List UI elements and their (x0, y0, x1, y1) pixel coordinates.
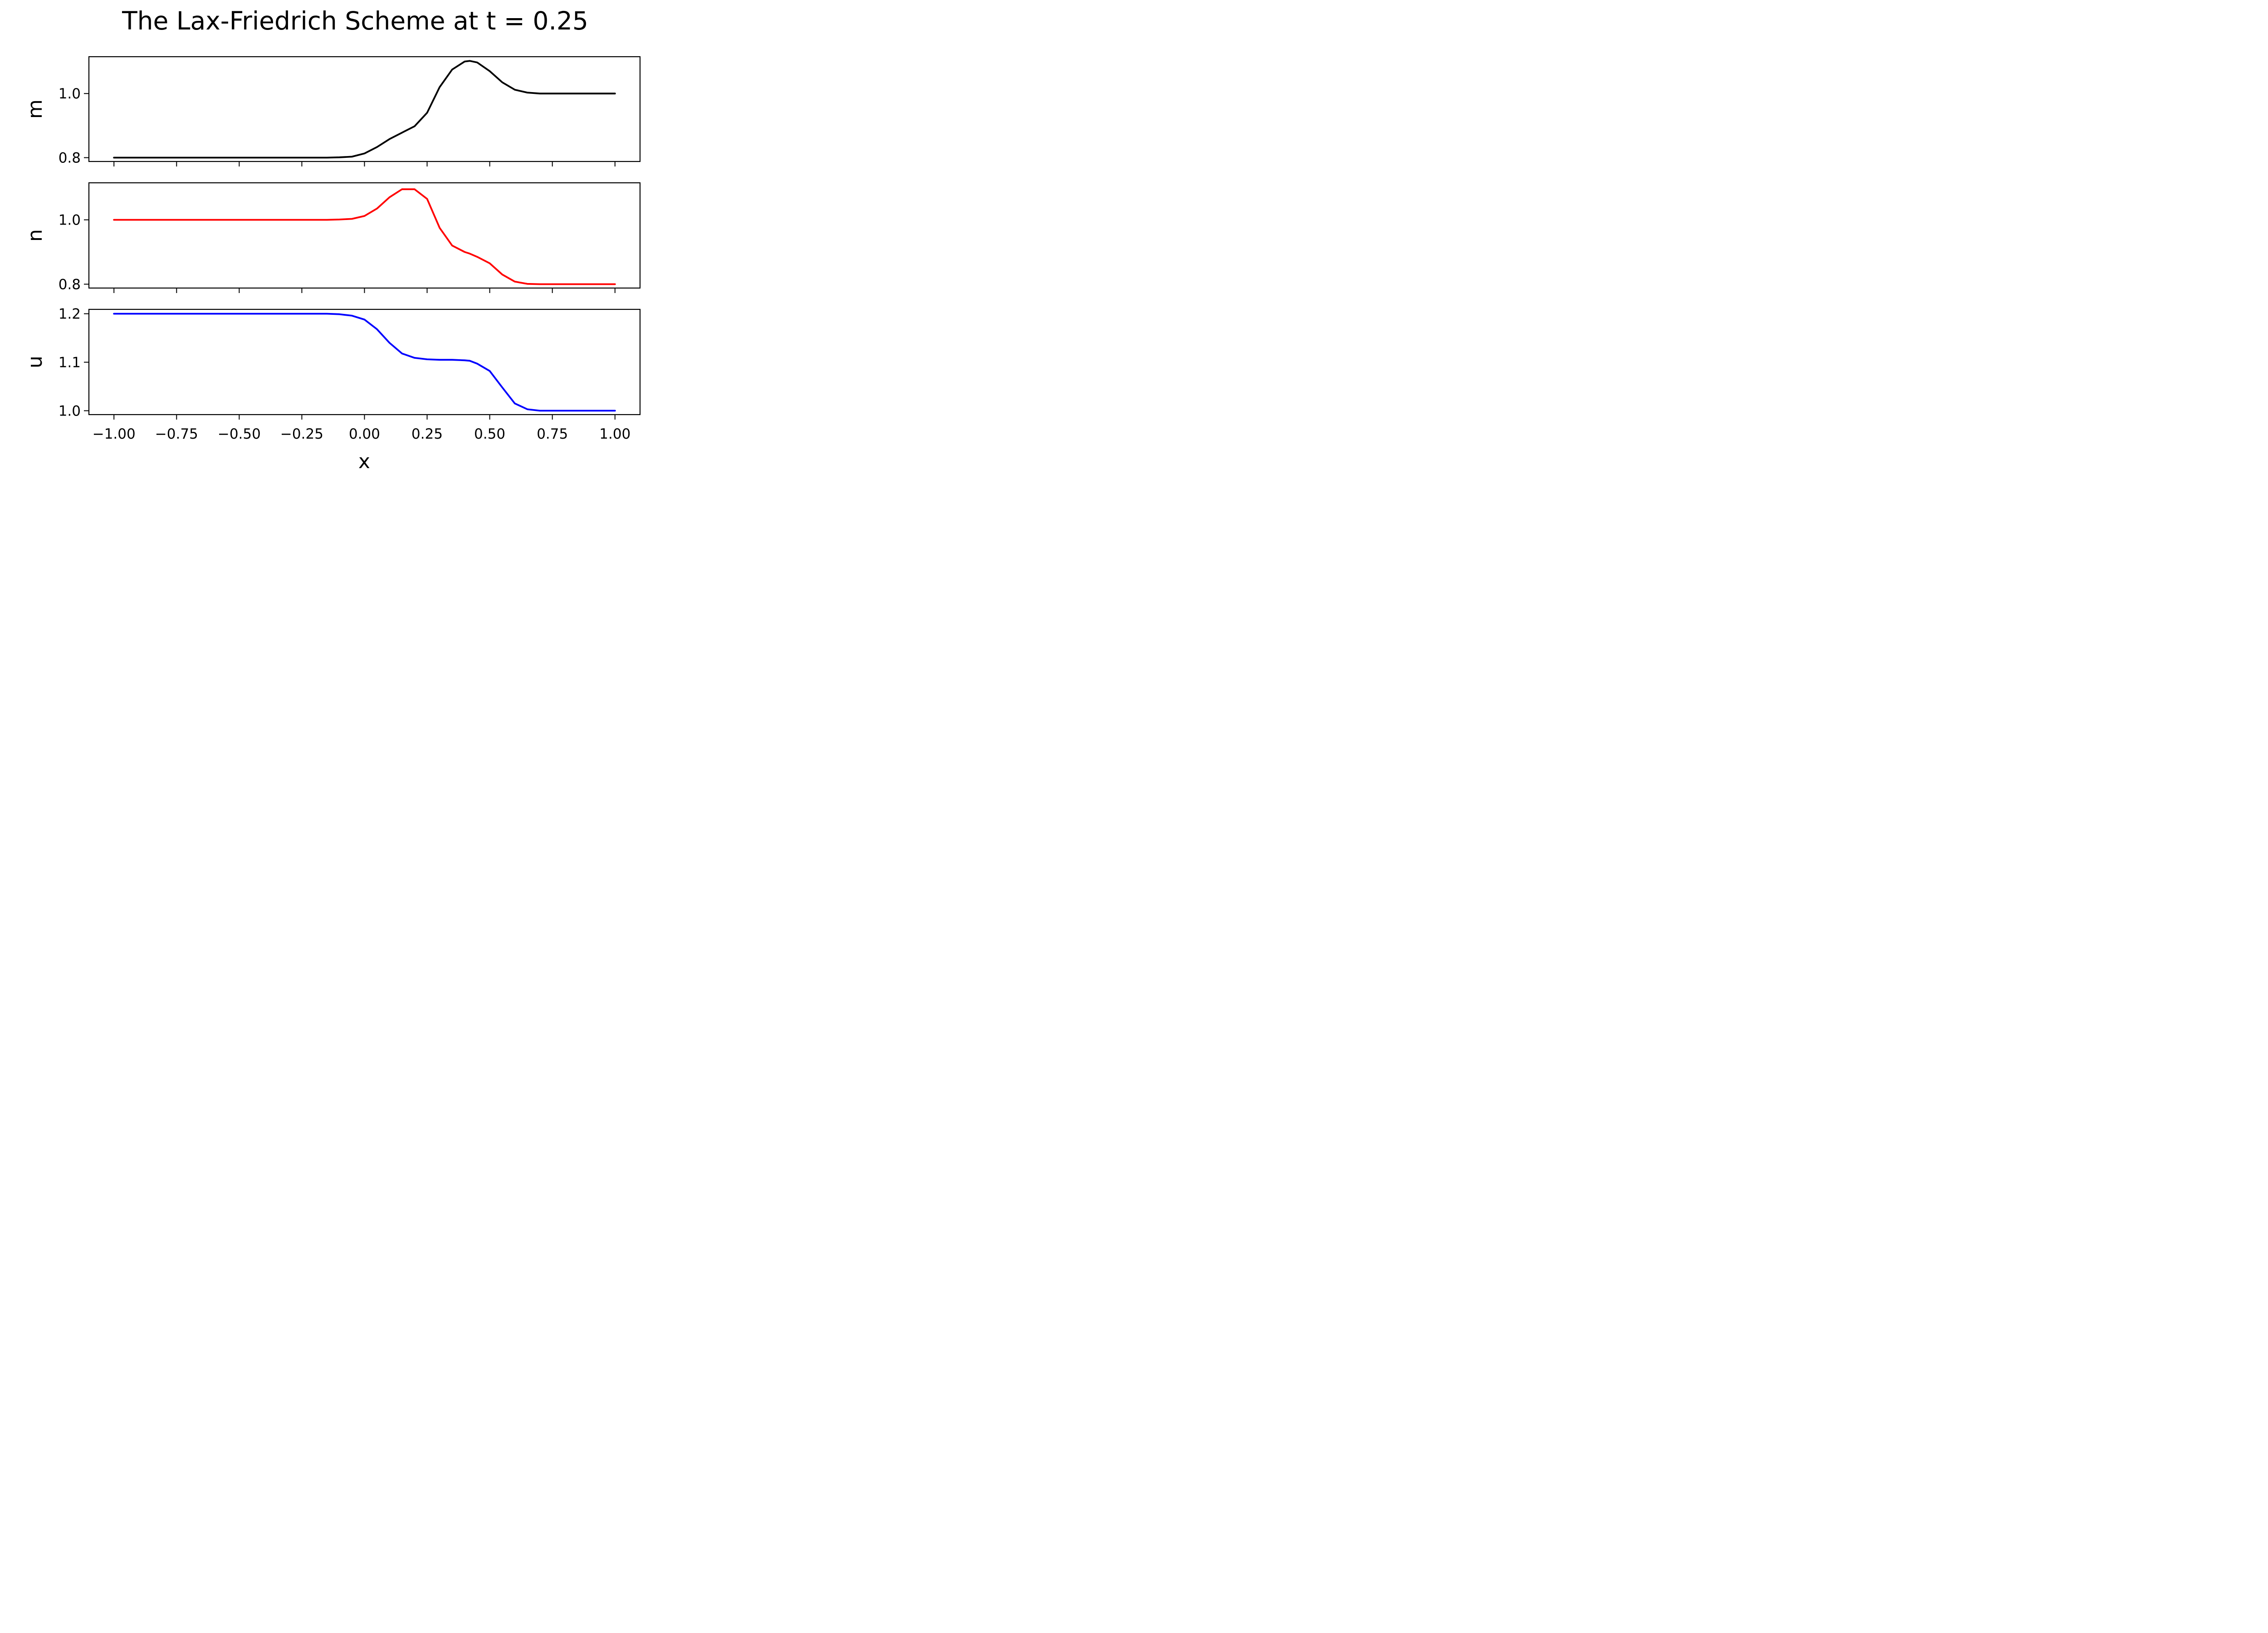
y-tick-label-u: 1.0 (59, 403, 81, 419)
series-line-n (113, 188, 616, 285)
y-axis-label-m: m (24, 99, 47, 119)
y-tick-label-u: 1.1 (59, 355, 81, 371)
x-axis-label: x (358, 450, 370, 472)
x-tick-label: 0.50 (474, 426, 505, 442)
figure: The Lax-Friedrich Scheme at t = 0.25 0.8… (24, 6, 641, 472)
axes-frame-u (88, 308, 641, 416)
y-tick-label-n: 1.0 (59, 212, 81, 229)
y-tick-label-m: 0.8 (59, 150, 81, 166)
y-tick-label-u: 1.2 (59, 306, 81, 323)
chart-title: The Lax-Friedrich Scheme at t = 0.25 (122, 6, 588, 35)
panel-n: 0.8 1.0 n (24, 182, 641, 293)
x-tick-label: 0.25 (411, 426, 443, 442)
y-tick-label-m: 1.0 (59, 86, 81, 102)
x-tick-label: 0.75 (537, 426, 568, 442)
panel-u: 1.0 1.1 1.2 −1.00 −0.75 −0.50 −0.25 0.00 0.25 0.5… (24, 306, 641, 442)
x-tick-label: 0.00 (349, 426, 380, 442)
axes-frame-n (88, 182, 641, 289)
x-tick-label: −0.50 (218, 426, 261, 442)
y-axis-label-u: u (24, 356, 47, 368)
series-line-m (113, 60, 616, 159)
y-tick-label-n: 0.8 (59, 276, 81, 293)
x-tick-label: −0.25 (280, 426, 323, 442)
x-tick-label: 1.00 (599, 426, 631, 442)
x-tick-label: −0.75 (155, 426, 198, 442)
y-axis-label-n: n (24, 229, 47, 242)
series-line-u (113, 313, 616, 412)
axes-frame-m (88, 56, 641, 162)
x-tick-label: −1.00 (93, 426, 136, 442)
panel-m: 0.8 1.0 m (24, 56, 641, 166)
